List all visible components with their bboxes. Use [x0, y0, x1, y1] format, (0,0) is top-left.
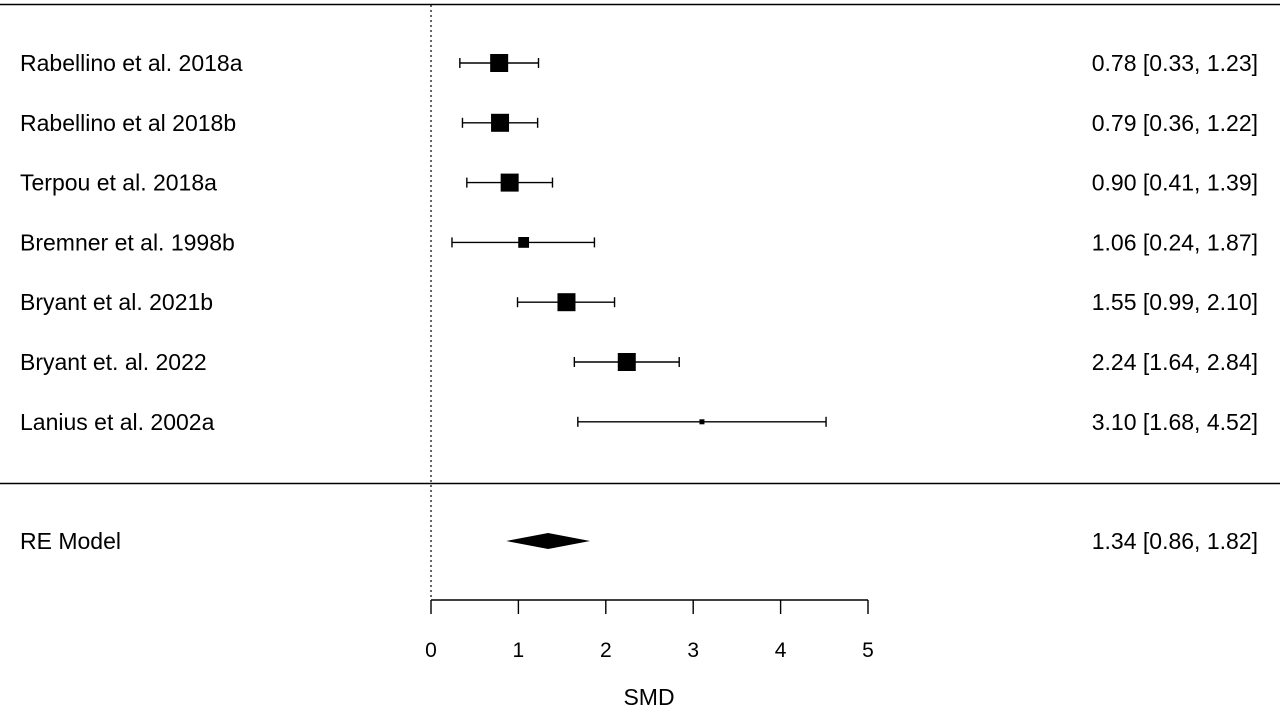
study-row: Bryant et al. 2021b 1.55 [0.99, 2.10]: [20, 289, 1258, 315]
x-tick-label: 4: [775, 639, 787, 662]
study-rows: Rabellino et al. 2018a 0.78 [0.33, 1.23]R…: [20, 50, 1258, 435]
summary-diamond: [506, 533, 591, 549]
study-label: Lanius et al. 2002a: [20, 409, 215, 435]
study-label: Rabellino et al. 2018a: [20, 50, 243, 76]
point-estimate-square: [491, 113, 510, 132]
point-estimate-square: [557, 293, 576, 312]
study-row: Bremner et al. 1998b 1.06 [0.24, 1.87]: [20, 229, 1258, 255]
study-row: Rabellino et al 2018b 0.79 [0.36, 1.22]: [20, 110, 1258, 136]
point-estimate-square: [617, 353, 636, 371]
study-row: Bryant et. al. 2022 2.24 [1.64, 2.84]: [20, 349, 1258, 375]
study-label: Bremner et al. 1998b: [20, 229, 235, 255]
summary-label: RE Model: [20, 528, 121, 554]
study-row: Terpou et al. 2018a 0.90 [0.41, 1.39]: [20, 170, 1258, 196]
effect-size-text: 0.79 [0.36, 1.22]: [1092, 110, 1258, 136]
study-row: Lanius et al. 2002a 3.10 [1.68, 4.52]: [20, 409, 1258, 435]
study-label: Rabellino et al 2018b: [20, 110, 236, 136]
point-estimate-square: [490, 54, 509, 72]
study-label: Terpou et al. 2018a: [20, 170, 217, 196]
x-axis: 0 1 2 3 4 5: [425, 599, 874, 662]
effect-size-text: 2.24 [1.64, 2.84]: [1092, 349, 1258, 375]
x-tick-label: 3: [687, 639, 699, 662]
x-tick-label: 5: [862, 639, 874, 662]
x-tick-label: 1: [513, 639, 525, 662]
point-estimate-square: [699, 419, 705, 425]
x-axis-title: SMD: [623, 684, 674, 710]
point-estimate-square: [518, 237, 530, 248]
effect-size-text: 0.78 [0.33, 1.23]: [1092, 50, 1258, 76]
point-estimate-square: [500, 173, 519, 192]
x-tick-label: 2: [600, 639, 612, 662]
effect-size-text: 3.10 [1.68, 4.52]: [1092, 409, 1258, 435]
effect-size-text: 0.90 [0.41, 1.39]: [1092, 170, 1258, 196]
effect-size-text: 1.06 [0.24, 1.87]: [1092, 229, 1258, 255]
effect-size-text: 1.55 [0.99, 2.10]: [1092, 289, 1258, 315]
summary-effect-text: 1.34 [0.86, 1.82]: [1092, 528, 1258, 554]
x-tick-label: 0: [425, 639, 437, 662]
summary-row: RE Model 1.34 [0.86, 1.82]: [20, 528, 1258, 554]
study-label: Bryant et. al. 2022: [20, 349, 207, 375]
study-row: Rabellino et al. 2018a 0.78 [0.33, 1.23]: [20, 50, 1258, 76]
study-label: Bryant et al. 2021b: [20, 289, 213, 315]
